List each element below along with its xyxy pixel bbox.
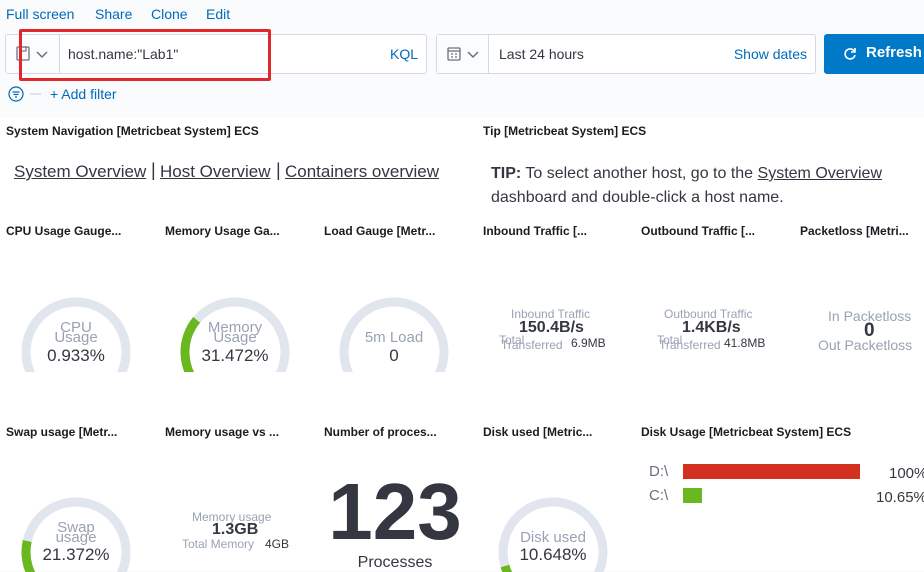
refresh-icon [844,48,856,60]
filter-icon[interactable] [8,86,44,102]
panel-title-outbound: Outbound Traffic [... [641,224,755,238]
gauge-label: usage [55,529,97,546]
tip-text: TIP: To select another host, go to the S… [491,162,921,210]
highlight-box [19,29,271,81]
inbound-transferred-label: Transferred [501,338,563,352]
gauge-label: Memory [207,319,263,336]
gauge-track [498,497,608,572]
panel-title-load: Load Gauge [Metr... [324,224,436,238]
inbound-value: 150.4B/s [519,319,584,336]
swap-gauge [21,497,131,572]
tip-text-part: dashboard and double-click a host name. [491,189,784,206]
inbound-transferred: 6.9MB [571,336,606,350]
outbound-value: 1.4KB/s [682,319,741,336]
edit-link[interactable]: Edit [206,6,231,22]
outbound-transferred-label: Transferred [659,338,721,352]
tip-bold: TIP: [491,165,522,182]
panel-title-processes: Number of proces... [324,425,437,439]
share-link[interactable]: Share [95,6,133,22]
memory-usage-label: Memory usage [192,510,272,524]
disk-percent: 10.65% [876,489,924,506]
disk-bar [683,488,702,503]
refresh-button[interactable]: Refresh [824,34,924,74]
gauge-value: 0 [389,346,399,365]
gauge-fill [180,316,201,372]
save-icon [16,46,48,61]
in-packetloss-label: In Packetloss [828,308,912,324]
out-packetloss-label: Out Packetloss [818,337,913,353]
gauge-track [339,297,449,372]
refresh-label: Refresh [866,44,922,61]
memory-usage-value: 1.3GB [212,521,259,538]
gauge-value: 10.648% [519,545,587,564]
load-gauge [339,297,449,372]
packetloss-value: 0 [864,320,875,341]
panel-title-cpu: CPU Usage Gauge... [6,224,122,238]
dashboard-panels [0,117,924,571]
panel-title-tip: Tip [Metricbeat System] ECS [483,124,647,138]
link-separator: | [151,160,156,180]
containers-overview-link[interactable]: Containers overview [285,162,440,181]
disk-drive-label: D:\ [649,463,669,480]
system-overview-link[interactable]: System Overview [14,162,147,181]
disk-gauge [498,497,608,572]
panel-title-disk-usage: Disk Usage [Metricbeat System] ECS [641,425,852,439]
memory-gauge [180,297,290,372]
panel-title-swap: Swap usage [Metr... [6,425,118,439]
query-bar: host.name:"Lab1" KQL [5,34,427,74]
host-overview-link[interactable]: Host Overview [160,162,271,181]
tip-system-overview-link[interactable]: System Overview [757,165,882,182]
outbound-transferred: 41.8MB [724,336,766,350]
panel-title-memvs: Memory usage vs ... [165,425,280,439]
gauge-value: 21.372% [42,545,110,564]
full-screen-link[interactable]: Full screen [6,6,75,22]
query-input[interactable]: host.name:"Lab1" [68,46,179,62]
gauge-value: 0.933% [47,346,105,365]
kql-toggle[interactable]: KQL [389,46,418,62]
outbound-label: Outbound Traffic [664,307,753,321]
gauge-label: Usage [213,329,257,346]
show-dates-link[interactable]: Show dates [733,46,807,62]
inbound-label: Inbound Traffic [511,307,591,321]
total-memory-value: 4GB [265,537,290,551]
panel-title-packetloss: Packetloss [Metri... [800,224,909,238]
gauge-label: 5m Load [364,329,424,346]
outbound-total-label: Total [657,333,683,347]
gauge-fill [21,540,36,572]
add-filter-button[interactable]: + Add filter [50,86,117,102]
time-range[interactable]: Last 24 hours [499,46,584,62]
gauge-label: Usage [54,329,98,346]
total-memory-label: Total Memory [182,537,255,551]
calendar-icon [447,47,479,61]
disk-bar [683,464,860,479]
gauge-fill [500,564,513,572]
tip-text-part: To select another host, go to the [521,165,758,182]
process-label: Processes [357,554,433,571]
panel-title-navigation: System Navigation [Metricbeat System] EC… [6,124,259,138]
saved-query-button[interactable] [6,35,60,73]
gauge-track [21,297,131,372]
gauge-label: Disk used [520,529,586,546]
panel-title-memory: Memory Usage Ga... [165,224,280,238]
inbound-total-label: Total [499,333,525,347]
cpu-gauge [21,297,131,372]
quick-menu-button[interactable] [437,35,489,73]
process-count: 123 [328,467,462,556]
disk-drive-label: C:\ [649,487,669,504]
clone-link[interactable]: Clone [151,6,188,22]
link-separator: | [276,160,281,180]
time-picker: Last 24 hours Show dates [436,34,816,74]
disk-percent: 100% [889,465,924,482]
panel-title-disk: Disk used [Metric... [483,425,593,439]
panel-title-inbound: Inbound Traffic [... [483,224,587,238]
gauge-label: CPU [60,319,92,336]
gauge-label: Swap [57,519,95,536]
gauge-value: 31.472% [201,346,269,365]
